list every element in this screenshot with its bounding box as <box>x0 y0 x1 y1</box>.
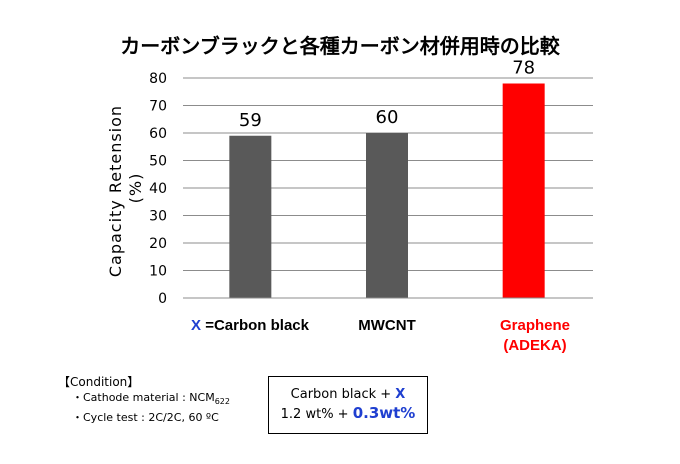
data-label-3: 78 <box>512 58 535 79</box>
condition-item-cathode: ・Cathode material : NCM622 <box>58 390 230 410</box>
note-line1-text: Carbon black + <box>290 387 396 402</box>
category-graphene-line1: Graphene <box>499 317 571 334</box>
data-label-2: 60 <box>376 107 399 128</box>
y-tick-label: 30 <box>149 209 167 225</box>
note-line2: 1.2 wt% + 0.3wt% <box>269 404 427 422</box>
composition-note-box: Carbon black + X 1.2 wt% + 0.3wt% <box>268 376 428 434</box>
category-label-carbon-black: X =Carbon black <box>170 316 330 336</box>
y-axis-label: Capacity Retension (%) <box>106 99 145 277</box>
y-axis-ticks: 0 10 20 30 40 50 60 70 80 <box>149 71 167 307</box>
bars <box>229 83 545 298</box>
y-tick-label: 50 <box>149 154 167 170</box>
data-label-1: 59 <box>239 110 262 131</box>
note-line1: Carbon black + X <box>269 387 427 402</box>
category-x-prefix: X <box>191 317 206 334</box>
y-tick-label: 0 <box>158 291 167 307</box>
note-line2-highlight: 0.3wt% <box>352 404 416 422</box>
condition-block: 【Condition】 ・Cathode material : NCM622 ・… <box>58 374 230 426</box>
bar-1 <box>229 135 272 298</box>
y-tick-label: 60 <box>149 126 167 142</box>
y-tick-label: 20 <box>149 236 167 252</box>
category-label-mwcnt: MWCNT <box>358 317 416 334</box>
category-graphene-line2: (ADEKA) <box>503 337 567 354</box>
bar-3 <box>502 83 545 298</box>
y-tick-label: 40 <box>149 181 167 197</box>
bar-2 <box>366 133 408 298</box>
chart-title: カーボンブラックと各種カーボン材併用時の比較 <box>120 34 560 58</box>
note-line2-text: 1.2 wt% + <box>280 407 353 422</box>
note-line1-x: X <box>395 387 406 402</box>
condition-item-cycle: ・Cycle test : 2C/2C, 60 ºC <box>72 411 219 425</box>
category-label-graphene: Graphene (ADEKA) <box>470 316 600 356</box>
condition-heading: 【Condition】 <box>58 375 140 389</box>
category-cb-rest: =Carbon black <box>205 317 309 334</box>
y-axis-label-line1: Capacity Retension <box>106 105 125 277</box>
cathode-text: ・Cathode material : NCM <box>72 391 215 404</box>
cathode-subscript: 622 <box>214 397 230 407</box>
y-tick-label: 10 <box>149 264 167 280</box>
y-axis-label-line2: (%) <box>126 173 145 204</box>
y-tick-label: 70 <box>149 99 167 115</box>
data-labels: 59 60 78 <box>239 58 535 131</box>
y-tick-label: 80 <box>149 71 167 87</box>
